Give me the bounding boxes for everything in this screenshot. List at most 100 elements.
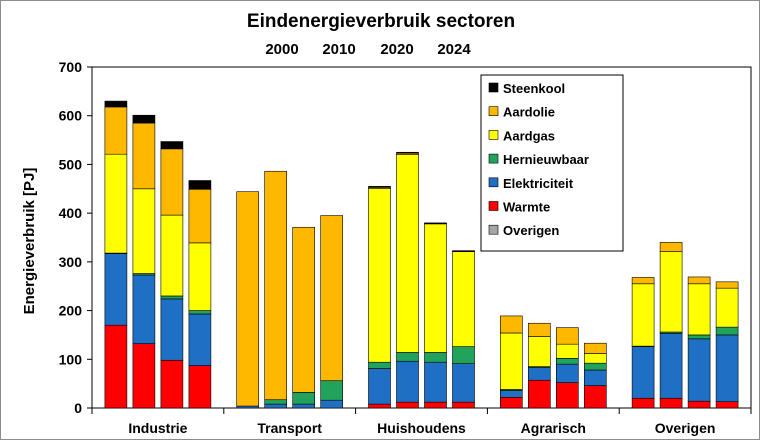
bar-segment-aardgas bbox=[584, 353, 606, 363]
subtitle-year-2010: 2010 bbox=[322, 41, 355, 58]
bar-segment-elektriciteit bbox=[528, 368, 550, 381]
bar-segment-elektriciteit bbox=[189, 314, 211, 366]
bar-segment-aardolie bbox=[161, 149, 183, 215]
bar-segment-aardolie bbox=[293, 227, 315, 392]
y-axis-label: Energieverbruik [PJ] bbox=[21, 168, 38, 315]
bar-segment-steenkool bbox=[133, 115, 155, 123]
bar-segment-warmte bbox=[161, 360, 183, 408]
bar-segment-aardgas bbox=[133, 189, 155, 274]
bar-segment-aardolie bbox=[528, 323, 550, 336]
bar-segment-elektriciteit bbox=[161, 299, 183, 360]
bar-segment-hernieuwbaar bbox=[161, 296, 183, 299]
bar-segment-aardgas bbox=[425, 224, 447, 353]
subtitle-year-2000: 2000 bbox=[265, 41, 298, 58]
bar-segment-hernieuwbaar bbox=[453, 347, 475, 364]
bar-segment-elektriciteit bbox=[265, 404, 287, 408]
bar-segment-warmte bbox=[369, 404, 391, 408]
bar-segment-warmte bbox=[632, 398, 654, 408]
bar-segment-aardgas bbox=[369, 188, 391, 362]
bar-segment-warmte bbox=[716, 402, 738, 408]
bar-segment-hernieuwbaar bbox=[716, 327, 738, 335]
bar-segment-warmte bbox=[453, 402, 475, 408]
bar-segment-hernieuwbaar bbox=[189, 311, 211, 314]
legend-swatch-elektriciteit bbox=[489, 178, 498, 187]
y-tick-label: 600 bbox=[59, 108, 83, 124]
x-category-label: Industrie bbox=[128, 420, 187, 436]
legend-swatch-warmte bbox=[489, 202, 498, 211]
bar-segment-hernieuwbaar bbox=[293, 392, 315, 404]
bar-segment-aardolie bbox=[632, 277, 654, 283]
bar-segment-elektriciteit bbox=[425, 362, 447, 402]
bar-segment-warmte bbox=[528, 380, 550, 408]
bar-segment-warmte bbox=[105, 325, 127, 408]
bar-segment-hernieuwbaar bbox=[321, 381, 343, 400]
legend-label-overigen: Overigen bbox=[503, 223, 559, 238]
legend-label-hernieuwbaar: Hernieuwbaar bbox=[503, 152, 589, 167]
bar-segment-aardolie bbox=[716, 282, 738, 288]
y-tick-label: 700 bbox=[59, 59, 83, 75]
bar-segment-aardolie bbox=[500, 316, 522, 333]
bar-segment-hernieuwbaar bbox=[688, 335, 710, 339]
bar-segment-aardgas bbox=[189, 243, 211, 311]
bar-segment-aardgas bbox=[716, 288, 738, 327]
bar-segment-warmte bbox=[397, 402, 419, 408]
bar-segment-warmte bbox=[688, 401, 710, 408]
bar-segment-steenkool bbox=[161, 142, 183, 149]
y-tick-label: 200 bbox=[59, 303, 83, 319]
bar-segment-aardolie bbox=[265, 171, 287, 399]
bar-segment-steenkool bbox=[369, 186, 391, 187]
bar-segment-aardolie bbox=[189, 189, 211, 243]
legend-label-elektriciteit: Elektriciteit bbox=[503, 176, 574, 191]
bar-segment-hernieuwbaar bbox=[556, 358, 578, 364]
bar-segment-aardgas bbox=[528, 336, 550, 366]
bar-segment-aardgas bbox=[688, 284, 710, 335]
bar-segment-warmte bbox=[425, 402, 447, 408]
bar-segment-aardolie bbox=[584, 343, 606, 353]
bar-segment-warmte bbox=[189, 366, 211, 408]
legend-swatch-overigen bbox=[489, 225, 498, 234]
legend-swatch-steenkool bbox=[489, 83, 498, 92]
bar-segment-aardgas bbox=[161, 215, 183, 296]
x-category-label: Transport bbox=[257, 420, 322, 436]
bar-segment-steenkool bbox=[189, 181, 211, 190]
bar-segment-aardolie bbox=[660, 242, 682, 251]
bar-segment-elektriciteit bbox=[716, 335, 738, 402]
bar-segment-aardolie bbox=[105, 107, 127, 154]
bar-segment-aardolie bbox=[133, 123, 155, 189]
bar-segment-warmte bbox=[660, 398, 682, 408]
bar-segment-aardgas bbox=[500, 333, 522, 390]
bar-segment-aardgas bbox=[556, 344, 578, 358]
bar-segment-warmte bbox=[500, 397, 522, 408]
bar-segment-elektriciteit bbox=[105, 254, 127, 326]
bar-segment-aardgas bbox=[105, 154, 127, 253]
bar-segment-steenkool bbox=[105, 101, 127, 107]
bar-segment-warmte bbox=[584, 386, 606, 408]
bar-segment-elektriciteit bbox=[660, 333, 682, 398]
bar-segment-hernieuwbaar bbox=[397, 352, 419, 361]
y-tick-label: 500 bbox=[59, 156, 83, 172]
bar-segment-elektriciteit bbox=[556, 364, 578, 383]
bar-segment-aardgas bbox=[397, 155, 419, 353]
x-category-label: Overigen bbox=[655, 420, 716, 436]
bar-segment-elektriciteit bbox=[584, 370, 606, 386]
bar-segment-elektriciteit bbox=[133, 275, 155, 344]
bar-segment-hernieuwbaar bbox=[584, 363, 606, 370]
y-tick-label: 0 bbox=[74, 400, 82, 416]
bar-segment-aardgas bbox=[453, 252, 475, 347]
legend-label-warmte: Warmte bbox=[503, 200, 550, 215]
bar-segment-warmte bbox=[133, 344, 155, 408]
subtitle-year-2024: 2024 bbox=[437, 41, 471, 58]
y-tick-label: 300 bbox=[59, 254, 83, 270]
x-category-label: Agrarisch bbox=[521, 420, 586, 436]
legend-label-steenkool: Steenkool bbox=[503, 81, 565, 96]
bar-segment-aardolie bbox=[321, 216, 343, 381]
bar-segment-elektriciteit bbox=[632, 347, 654, 399]
legend: SteenkoolAardolieAardgasHernieuwbaarElek… bbox=[481, 75, 623, 251]
y-tick-label: 100 bbox=[59, 351, 83, 367]
legend-label-aardgas: Aardgas bbox=[503, 128, 555, 143]
bar-segment-aardgas bbox=[660, 252, 682, 332]
bar-segment-aardgas bbox=[632, 284, 654, 346]
bar-segment-aardolie bbox=[556, 328, 578, 345]
